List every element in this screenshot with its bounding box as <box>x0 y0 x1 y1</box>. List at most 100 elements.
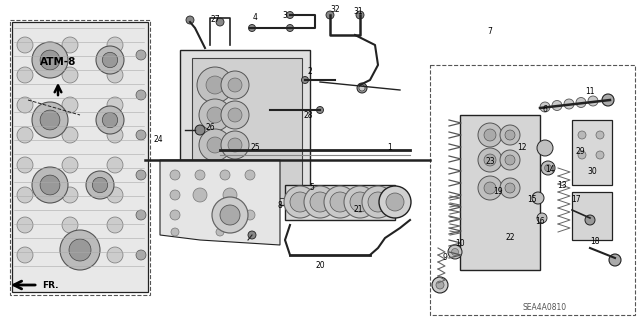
Circle shape <box>136 250 146 260</box>
Text: 5: 5 <box>310 183 314 192</box>
Circle shape <box>596 131 604 139</box>
Circle shape <box>40 50 60 70</box>
Circle shape <box>505 183 515 193</box>
Text: 15: 15 <box>527 196 537 204</box>
Circle shape <box>195 125 205 135</box>
Circle shape <box>32 102 68 138</box>
Circle shape <box>248 231 256 239</box>
Circle shape <box>248 25 255 32</box>
Circle shape <box>62 247 78 263</box>
Circle shape <box>478 123 502 147</box>
Circle shape <box>505 155 515 165</box>
Circle shape <box>287 11 294 19</box>
Text: 14: 14 <box>545 166 555 174</box>
Circle shape <box>245 210 255 220</box>
Polygon shape <box>180 50 310 205</box>
Circle shape <box>228 108 242 122</box>
Text: 7: 7 <box>488 27 492 36</box>
Circle shape <box>207 137 223 153</box>
Circle shape <box>602 94 614 106</box>
Circle shape <box>199 129 231 161</box>
Circle shape <box>228 78 242 92</box>
Circle shape <box>171 228 179 236</box>
Circle shape <box>107 157 123 173</box>
Circle shape <box>212 197 248 233</box>
Circle shape <box>484 182 496 194</box>
Circle shape <box>136 90 146 100</box>
Text: 18: 18 <box>590 238 600 247</box>
Text: 9: 9 <box>443 254 447 263</box>
Circle shape <box>356 11 364 19</box>
Circle shape <box>62 97 78 113</box>
Circle shape <box>576 98 586 108</box>
Circle shape <box>221 101 249 129</box>
Circle shape <box>17 157 33 173</box>
Circle shape <box>17 247 33 263</box>
Text: 32: 32 <box>330 5 340 14</box>
Circle shape <box>193 188 207 202</box>
Circle shape <box>32 167 68 203</box>
Circle shape <box>386 193 404 211</box>
Circle shape <box>62 37 78 53</box>
Circle shape <box>62 127 78 143</box>
Circle shape <box>484 154 496 166</box>
Circle shape <box>478 176 502 200</box>
Circle shape <box>62 187 78 203</box>
Polygon shape <box>192 58 302 198</box>
Circle shape <box>40 175 60 195</box>
Text: 24: 24 <box>153 136 163 145</box>
Circle shape <box>545 165 552 172</box>
Circle shape <box>284 186 316 218</box>
Circle shape <box>96 46 124 74</box>
Circle shape <box>484 129 496 141</box>
Circle shape <box>170 170 180 180</box>
Polygon shape <box>460 115 540 270</box>
Circle shape <box>60 230 100 270</box>
Circle shape <box>107 247 123 263</box>
Polygon shape <box>160 160 280 245</box>
Circle shape <box>199 99 231 131</box>
Circle shape <box>287 25 294 32</box>
Circle shape <box>107 217 123 233</box>
Circle shape <box>17 187 33 203</box>
Circle shape <box>96 106 124 134</box>
Circle shape <box>357 83 367 93</box>
Text: ATM-8: ATM-8 <box>40 57 76 67</box>
Circle shape <box>317 107 323 114</box>
Text: 8: 8 <box>278 201 282 210</box>
Circle shape <box>107 67 123 83</box>
Circle shape <box>107 187 123 203</box>
Circle shape <box>596 151 604 159</box>
Text: 22: 22 <box>505 234 515 242</box>
Circle shape <box>170 210 180 220</box>
Circle shape <box>478 148 502 172</box>
Circle shape <box>92 177 108 193</box>
Circle shape <box>541 161 555 175</box>
Circle shape <box>344 186 376 218</box>
Circle shape <box>537 140 553 156</box>
Circle shape <box>578 151 586 159</box>
Circle shape <box>186 16 194 24</box>
Circle shape <box>540 102 550 112</box>
Circle shape <box>17 127 33 143</box>
Circle shape <box>537 213 547 223</box>
Circle shape <box>220 170 230 180</box>
Circle shape <box>32 42 68 78</box>
Text: 2: 2 <box>308 68 312 77</box>
Circle shape <box>290 192 310 212</box>
Circle shape <box>216 228 224 236</box>
Text: 16: 16 <box>535 218 545 226</box>
Circle shape <box>221 71 249 99</box>
Text: 19: 19 <box>493 188 503 197</box>
Circle shape <box>170 190 180 200</box>
Text: 4: 4 <box>253 13 257 23</box>
Circle shape <box>197 67 233 103</box>
Circle shape <box>62 157 78 173</box>
Circle shape <box>86 171 114 199</box>
Text: 12: 12 <box>517 144 527 152</box>
Circle shape <box>432 277 448 293</box>
Circle shape <box>136 210 146 220</box>
Circle shape <box>62 217 78 233</box>
Circle shape <box>500 150 520 170</box>
Circle shape <box>585 215 595 225</box>
